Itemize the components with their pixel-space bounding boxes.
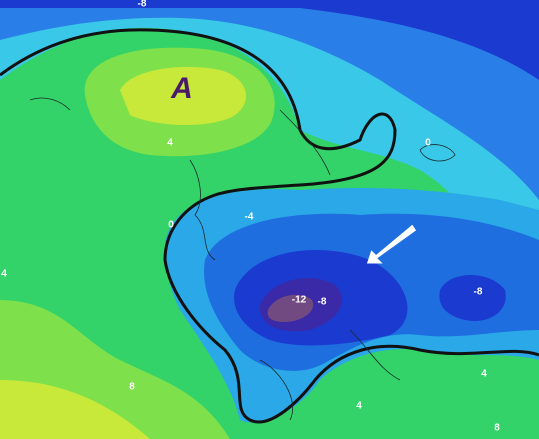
warm-zone (0, 380, 150, 439)
contour-label: -4 (245, 212, 254, 223)
contour-label: -8 (318, 297, 327, 308)
contour-label: -12 (292, 295, 307, 306)
arrow (366, 224, 417, 264)
warm-zone (120, 66, 247, 126)
coastline (29, 97, 456, 421)
contour-label: 0 (168, 220, 174, 231)
contour-label: 4 (167, 138, 173, 149)
contour-label: -8 (474, 287, 483, 298)
contour-label: 4 (1, 269, 7, 280)
cold-zone (439, 275, 506, 321)
contour-label: -8 (138, 0, 147, 10)
contour-label: 8 (129, 382, 135, 393)
contour-label: 4 (481, 369, 487, 380)
isotherm (0, 28, 539, 424)
contour-label: 8 (494, 423, 500, 434)
cold-zone (0, 0, 539, 200)
cold-zone (0, 0, 539, 80)
cold-core (267, 294, 314, 322)
contour-label: 0 (425, 138, 431, 149)
pressure-center: A (170, 72, 193, 105)
contour-label: 4 (356, 401, 362, 412)
